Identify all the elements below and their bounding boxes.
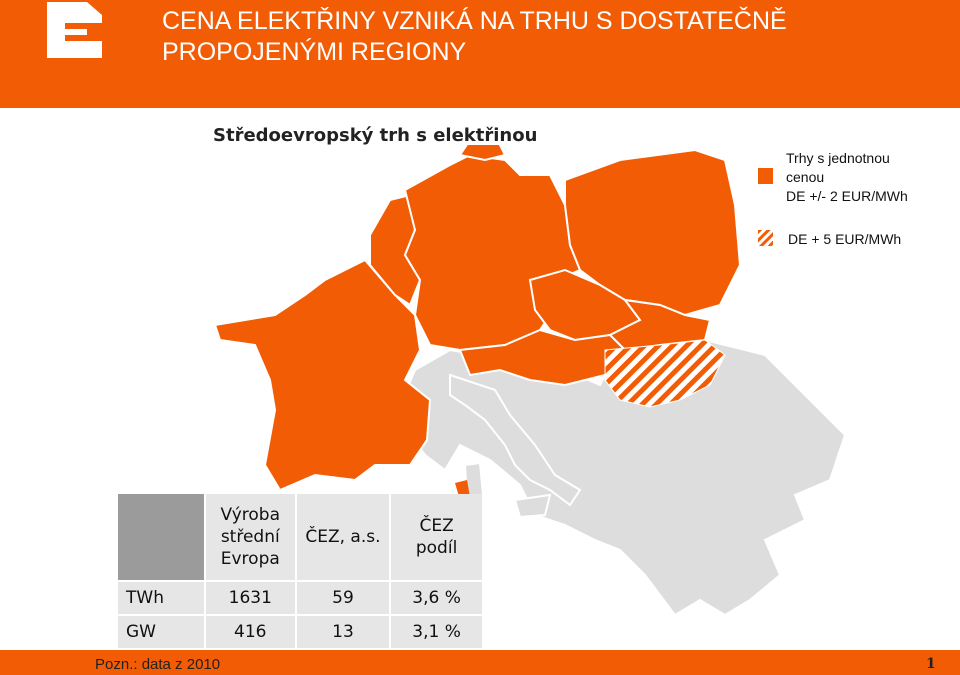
map-subtitle: Středoevropský trh s elektřinou xyxy=(213,125,538,146)
footnote: Pozn.: data z 2010 xyxy=(95,656,221,673)
legend-solid-swatch xyxy=(758,168,773,184)
row-label: TWh xyxy=(118,582,204,614)
sicily-gray xyxy=(513,493,552,519)
header-podil: ČEZ podíl xyxy=(391,494,482,580)
page-number: 1 xyxy=(926,656,936,672)
table-corner-cell xyxy=(118,494,204,580)
header-cez-line-1: ČEZ, a.s. xyxy=(305,527,381,547)
legend-line-3: DE +/- 2 EUR/MWh xyxy=(786,188,908,204)
row-label: GW xyxy=(118,616,204,648)
header-vyroba-line-1: Výroba xyxy=(220,505,280,525)
header-podil-line-1: ČEZ xyxy=(419,516,454,536)
cell-value: 3,1 % xyxy=(391,616,482,648)
page-title: CENA ELEKTŘINY VZNIKÁ NA TRHU S DOSTATEČ… xyxy=(162,6,787,68)
header-vyroba-line-3: Evropa xyxy=(220,549,280,569)
stats-table: Výroba střední Evropa ČEZ, a.s. ČEZ podí… xyxy=(116,492,484,650)
cell-value: 1631 xyxy=(205,582,295,614)
cell-value: 59 xyxy=(296,582,390,614)
header-podil-line-2: podíl xyxy=(415,538,458,558)
title-line-2: PROPOJENÝMI REGIONY xyxy=(162,38,467,66)
header-vyroba-line-2: střední xyxy=(220,527,280,547)
cez-logo xyxy=(47,2,102,58)
legend-hatched-swatch xyxy=(758,230,773,246)
cell-value: 3,6 % xyxy=(391,582,482,614)
header-cez: ČEZ, a.s. xyxy=(296,494,390,580)
france xyxy=(213,258,432,492)
header-bar: CENA ELEKTŘINY VZNIKÁ NA TRHU S DOSTATEČ… xyxy=(0,0,960,108)
header-vyroba: Výroba střední Evropa xyxy=(205,494,295,580)
title-line-1: CENA ELEKTŘINY VZNIKÁ NA TRHU S DOSTATEČ… xyxy=(162,7,787,35)
legend-plus5: DE + 5 EUR/MWh xyxy=(788,231,902,247)
denmark xyxy=(458,145,507,162)
cell-value: 13 xyxy=(296,616,390,648)
table-row: GW 416 13 3,1 % xyxy=(118,616,482,648)
legend-single-price: Trhy s jednotnou cenou DE +/- 2 EUR/MWh xyxy=(786,149,908,206)
legend-line-2: cenou xyxy=(786,169,825,185)
footer-bar xyxy=(0,650,960,675)
italy-gray xyxy=(449,373,582,507)
europe-map xyxy=(213,145,847,617)
hungary xyxy=(604,339,726,408)
cell-value: 416 xyxy=(205,616,295,648)
legend-line-1: Trhy s jednotnou xyxy=(786,150,890,166)
table-row: TWh 1631 59 3,6 % xyxy=(118,582,482,614)
